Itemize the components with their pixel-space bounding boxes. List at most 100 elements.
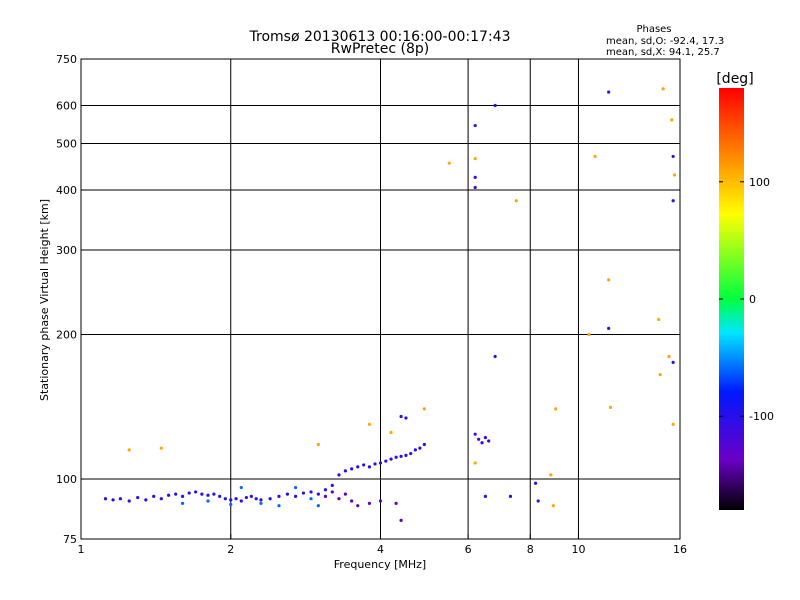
data-point xyxy=(343,492,347,496)
data-point xyxy=(593,154,597,159)
data-point xyxy=(554,407,558,411)
data-point xyxy=(206,493,210,497)
data-point xyxy=(127,499,131,503)
colorbar-tick-label: 0 xyxy=(749,293,756,306)
data-point xyxy=(200,492,204,496)
data-point xyxy=(657,317,661,322)
data-point xyxy=(136,495,140,500)
data-point xyxy=(293,494,298,499)
data-point xyxy=(343,469,347,473)
data-point xyxy=(373,462,377,466)
data-point xyxy=(378,499,383,503)
data-point xyxy=(159,446,163,450)
data-point xyxy=(409,451,413,456)
data-point xyxy=(508,494,513,499)
data-point xyxy=(152,494,156,499)
data-point xyxy=(394,455,398,459)
x-tick-label: 6 xyxy=(465,543,472,556)
data-point xyxy=(399,518,403,522)
data-point xyxy=(607,278,611,282)
data-point xyxy=(422,442,426,447)
data-point xyxy=(367,465,372,469)
data-point xyxy=(239,499,243,503)
data-point xyxy=(367,501,372,505)
x-tick-label: 2 xyxy=(227,543,234,556)
y-tick-label: 500 xyxy=(56,138,77,151)
data-point xyxy=(483,494,487,499)
data-point xyxy=(389,430,393,435)
x-tick-label: 16 xyxy=(673,543,687,556)
data-point xyxy=(234,497,238,501)
data-point xyxy=(473,461,477,465)
data-point xyxy=(316,504,320,508)
colorbar-label: [deg] xyxy=(716,71,753,87)
data-point xyxy=(180,494,185,499)
data-point xyxy=(671,154,675,159)
x-tick-label: 1 xyxy=(78,543,85,556)
data-point xyxy=(301,491,306,495)
data-point xyxy=(223,497,227,501)
data-point xyxy=(549,473,553,477)
data-point xyxy=(483,435,487,440)
data-point xyxy=(587,332,591,337)
data-point xyxy=(389,457,393,461)
data-point xyxy=(394,501,398,505)
data-point xyxy=(551,504,555,508)
data-point xyxy=(493,103,497,108)
colorbar-ticks: 100 0 -100 xyxy=(719,176,774,423)
y-tick-label: 200 xyxy=(56,329,77,342)
data-point xyxy=(159,497,163,501)
y-axis-label: Stationary phase Virtual Height [km] xyxy=(38,199,51,401)
data-point xyxy=(362,463,366,467)
data-points xyxy=(103,87,677,522)
data-point xyxy=(480,441,484,445)
data-point xyxy=(418,446,422,450)
data-point xyxy=(330,490,334,494)
data-point xyxy=(309,490,313,494)
data-point xyxy=(671,422,675,426)
legend-title: Phases xyxy=(636,24,671,35)
data-point xyxy=(671,199,675,203)
y-tick-label: 750 xyxy=(56,53,77,66)
data-point xyxy=(671,360,675,364)
x-axis-label: Frequency [MHz] xyxy=(334,558,426,571)
colorbar xyxy=(719,88,744,510)
y-tick-label: 600 xyxy=(56,100,77,113)
data-point xyxy=(350,467,354,471)
data-point xyxy=(330,483,334,487)
data-point xyxy=(277,504,281,508)
data-point xyxy=(661,87,665,91)
data-point xyxy=(378,461,383,465)
data-point xyxy=(127,448,131,452)
colorbar-tick-label: 100 xyxy=(749,176,770,189)
data-point xyxy=(144,498,148,502)
data-point xyxy=(473,432,477,436)
data-point xyxy=(254,497,258,501)
data-point xyxy=(212,492,216,496)
data-point xyxy=(413,448,417,452)
data-point xyxy=(166,493,171,497)
data-point xyxy=(323,494,328,499)
data-point xyxy=(337,473,341,477)
data-point xyxy=(473,157,477,161)
data-point xyxy=(607,326,611,330)
data-point xyxy=(384,459,388,463)
data-point xyxy=(536,499,540,503)
data-point xyxy=(473,185,477,190)
legend-line-x: mean, sd,X: 94.1, 25.7 xyxy=(606,47,720,58)
data-point xyxy=(350,499,354,503)
grid-lines xyxy=(81,59,680,539)
data-point xyxy=(229,498,233,502)
x-tick-label: 4 xyxy=(377,543,384,556)
data-point xyxy=(103,497,108,501)
data-point xyxy=(667,354,671,359)
data-point xyxy=(487,439,491,443)
data-point xyxy=(447,161,451,165)
data-point xyxy=(277,494,281,499)
data-point xyxy=(356,504,360,508)
data-point xyxy=(356,465,360,469)
data-point xyxy=(187,491,191,495)
data-point xyxy=(180,501,185,505)
data-point xyxy=(422,407,426,411)
